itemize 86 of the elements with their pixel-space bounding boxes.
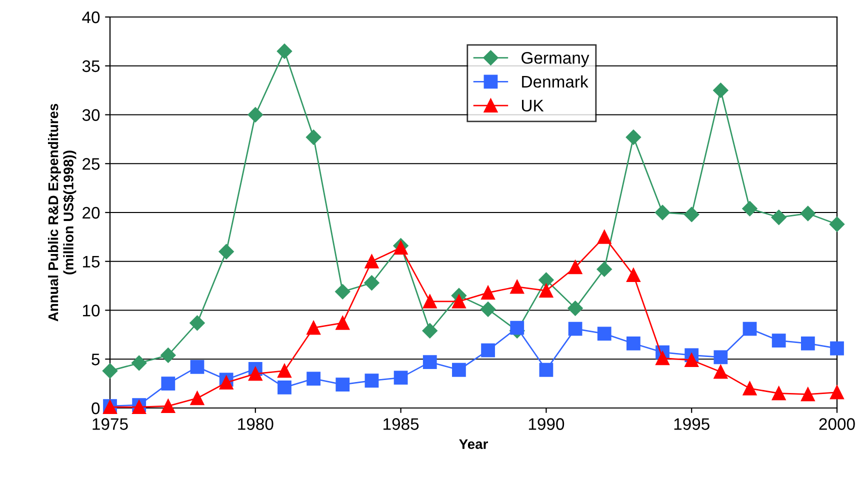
- point: [481, 286, 495, 300]
- point: [654, 204, 670, 220]
- legend-label: UK: [522, 100, 544, 112]
- x-tick-label: 1990: [528, 418, 564, 430]
- point: [306, 372, 321, 386]
- point: [190, 391, 204, 406]
- point: [510, 280, 524, 294]
- x-tick-label: 1975: [92, 418, 128, 430]
- point: [422, 355, 437, 369]
- point: [714, 364, 728, 379]
- point: [248, 366, 262, 381]
- point: [422, 323, 438, 338]
- y-tick-label: 35: [82, 60, 100, 72]
- point: [452, 294, 466, 308]
- point: [364, 374, 379, 388]
- point: [800, 336, 815, 350]
- point: [364, 275, 380, 290]
- point: [771, 210, 786, 225]
- point: [772, 386, 786, 400]
- point: [306, 320, 321, 335]
- point: [481, 343, 495, 358]
- point: [394, 370, 408, 385]
- y-tick-label: 5: [92, 354, 100, 366]
- y-tick-label: 0: [92, 402, 100, 414]
- point: [626, 336, 640, 350]
- point: [132, 355, 147, 371]
- point: [218, 244, 234, 260]
- point: [742, 322, 757, 336]
- point: [742, 382, 757, 396]
- y-tick-label: 20: [82, 206, 100, 219]
- point: [480, 302, 496, 317]
- point: [830, 341, 844, 356]
- point: [336, 378, 350, 392]
- point: [278, 380, 292, 394]
- point: [596, 262, 612, 277]
- point: [568, 300, 583, 316]
- point: [161, 376, 176, 391]
- point: [248, 107, 263, 122]
- legend-label: Denmark: [522, 75, 588, 88]
- point: [829, 216, 845, 232]
- point: [422, 294, 437, 308]
- x-tick-label: 1980: [238, 418, 274, 430]
- point: [830, 385, 844, 400]
- point: [626, 130, 642, 145]
- point: [335, 284, 350, 300]
- point: [684, 206, 700, 222]
- y-tick-label: 15: [83, 256, 100, 268]
- point: [510, 320, 524, 335]
- point: [190, 315, 205, 331]
- point: [568, 322, 582, 336]
- point: [539, 362, 554, 377]
- point: [161, 399, 176, 413]
- y-tick-label: 25: [82, 158, 100, 170]
- y-axis-title: Annual Public R&D Expenditures (million US$(1998)): [48, 104, 76, 322]
- point: [772, 334, 786, 348]
- y-tick-label: 40: [82, 11, 100, 24]
- point: [364, 254, 379, 268]
- point: [597, 230, 612, 244]
- x-tick-label: 1985: [384, 418, 419, 430]
- point: [713, 82, 728, 98]
- point: [800, 206, 816, 222]
- point: [336, 316, 350, 330]
- point: [714, 350, 728, 364]
- point: [626, 268, 640, 282]
- point: [684, 353, 699, 368]
- point: [568, 260, 582, 274]
- legend-label: Germany: [522, 52, 590, 68]
- point: [276, 44, 292, 59]
- point: [306, 130, 322, 145]
- point: [538, 272, 554, 288]
- point: [597, 326, 612, 341]
- y-tick-label: 30: [82, 109, 100, 121]
- x-tick-label: 2000: [819, 418, 855, 430]
- y-tick-label: 10: [83, 304, 100, 316]
- point: [102, 363, 118, 378]
- x-axis-title: Year: [459, 439, 488, 450]
- point: [190, 360, 204, 374]
- point: [160, 348, 176, 363]
- point: [452, 362, 466, 377]
- point: [278, 364, 292, 378]
- point: [539, 284, 554, 298]
- x-tick-label: 1995: [674, 418, 710, 430]
- point: [742, 201, 758, 216]
- point: [656, 351, 670, 366]
- point: [219, 376, 234, 390]
- point: [800, 387, 815, 402]
